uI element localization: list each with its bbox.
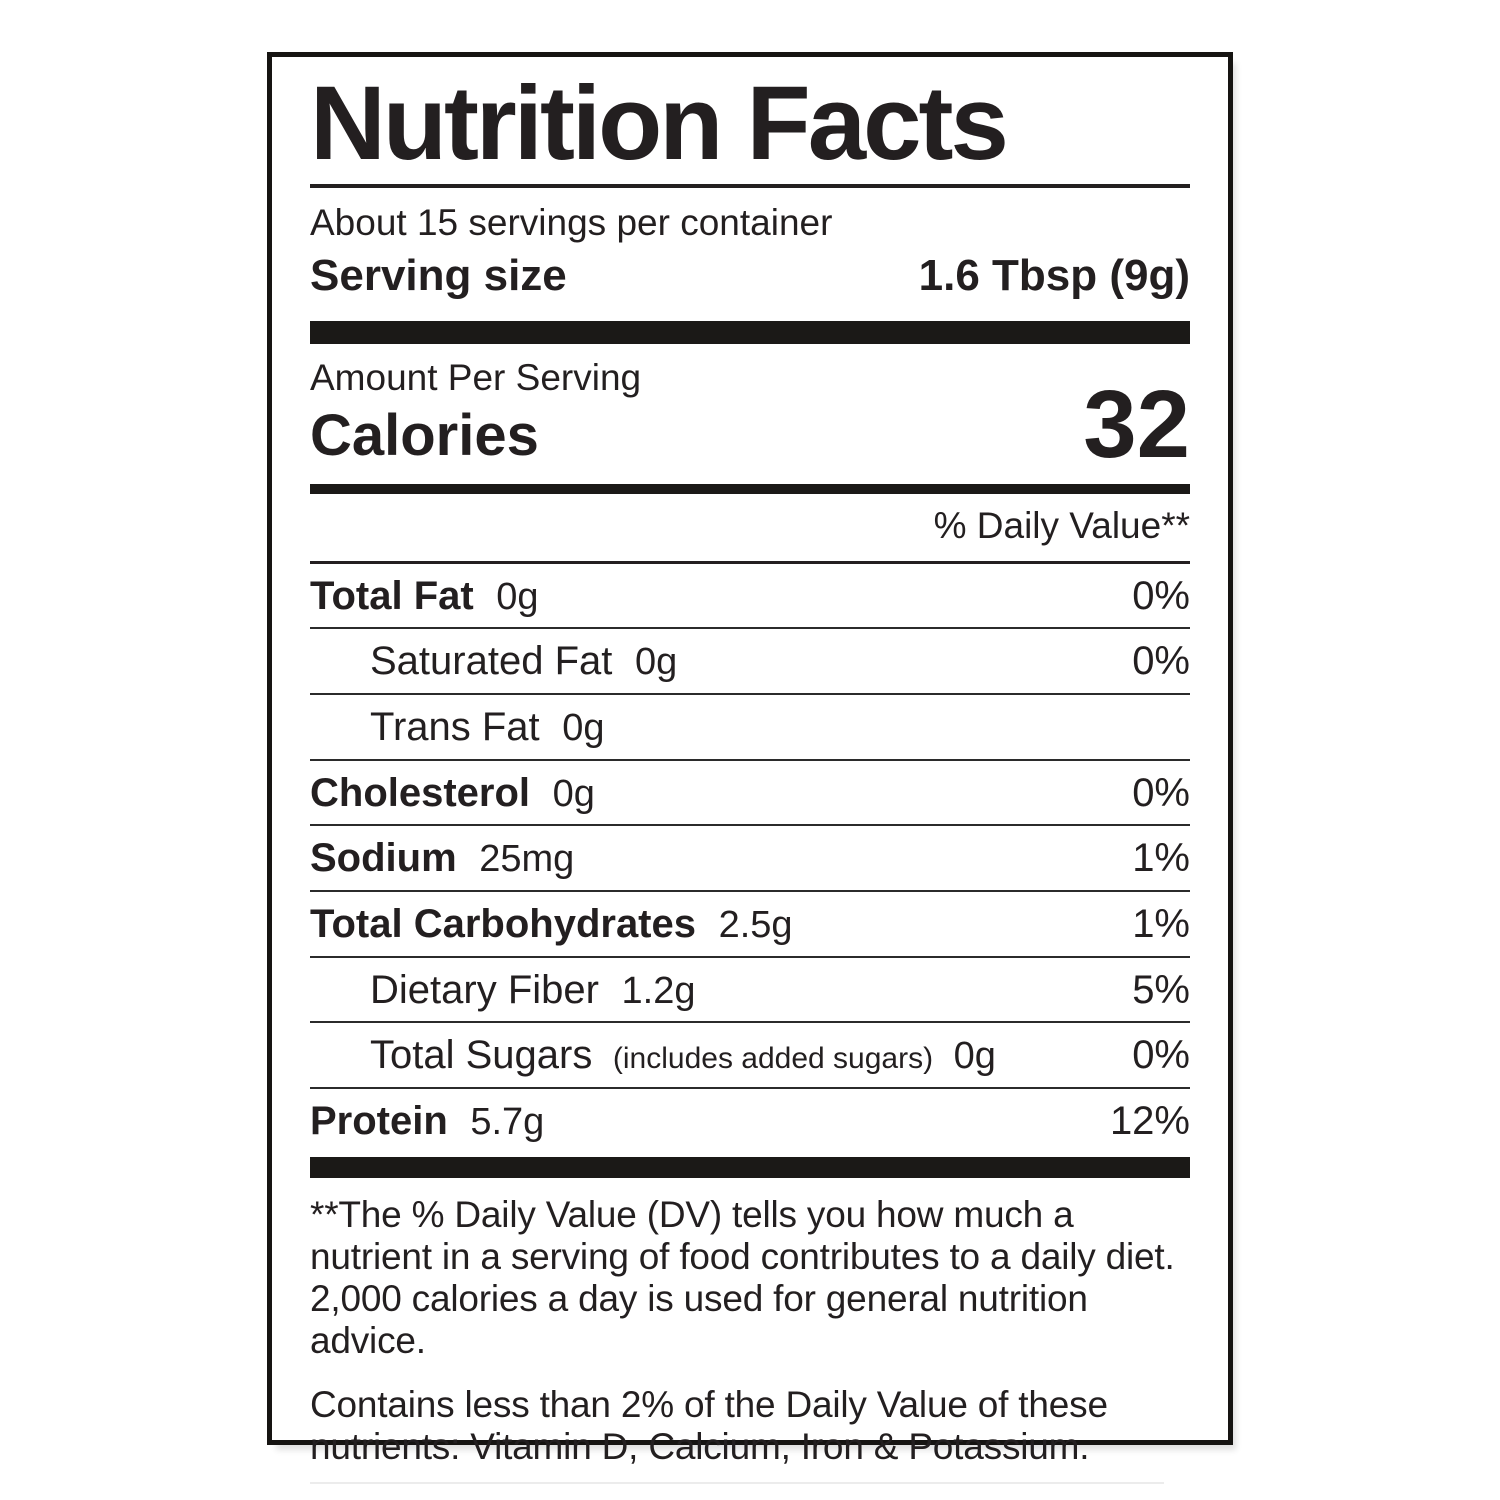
nutrition-facts-label: Nutrition Facts About 15 servings per co… xyxy=(267,52,1233,1484)
nutrient-daily-value: 12% xyxy=(1109,1099,1190,1144)
calories-label: Calories xyxy=(310,402,539,468)
nutrient-daily-value: 0% xyxy=(1132,770,1190,815)
nutrient-daily-value: 5% xyxy=(1132,967,1190,1012)
nutrient-name: Total Fat xyxy=(310,573,474,618)
nutrient-daily-value: 0% xyxy=(1132,573,1190,618)
section-bar-top xyxy=(310,321,1190,345)
nutrient-row-total-fat: Total Fat 0g 0% xyxy=(310,564,1190,630)
nutrient-row-saturated-fat: Saturated Fat 0g 0% xyxy=(310,629,1190,695)
servings-per-container: About 15 servings per container xyxy=(310,202,833,243)
serving-size-label: Serving size xyxy=(310,250,567,300)
nutrition-facts-title: Nutrition Facts xyxy=(310,65,1009,182)
nutrient-text: Dietary Fiber 1.2g xyxy=(370,967,695,1014)
section-bar-bottom xyxy=(310,1156,1190,1178)
serving-size-value: 1.6 Tbsp (9g) xyxy=(918,250,1190,300)
calories-divider-bar xyxy=(310,484,1190,495)
nutrient-amount: 0g xyxy=(496,575,539,618)
nutrient-text: Protein 5.7g xyxy=(310,1098,544,1145)
nutrient-text: Sodium 25mg xyxy=(310,835,574,882)
nutrient-text: Cholesterol 0g xyxy=(310,770,595,817)
nutrient-note: (includes added sugars) xyxy=(612,1042,934,1076)
nutrient-amount: 0g xyxy=(634,641,678,684)
nutrient-row-dietary-fiber: Dietary Fiber 1.2g 5% xyxy=(310,958,1190,1024)
bottom-faint-divider xyxy=(310,1481,1164,1484)
nutrient-name: Cholesterol xyxy=(310,770,531,815)
nutrient-name: Dietary Fiber xyxy=(370,967,599,1012)
nutrient-text: Total Sugars (includes added sugars) 0g xyxy=(370,1032,996,1079)
nutrient-row-cholesterol: Cholesterol 0g 0% xyxy=(310,761,1190,827)
daily-value-divider xyxy=(310,560,1190,564)
nutrient-name: Protein xyxy=(310,1099,448,1144)
calories-left-column: Amount Per Serving Calories xyxy=(310,356,641,470)
nutrient-text: Trans Fat 0g xyxy=(370,704,605,751)
daily-value-header: % Daily Value** xyxy=(933,505,1190,547)
nutrient-amount: 2.5g xyxy=(718,903,793,946)
nutrient-name: Total Carbohydrates xyxy=(310,901,696,946)
nutrient-row-total-carbohydrates: Total Carbohydrates 2.5g 1% xyxy=(310,892,1190,958)
nutrient-row-protein: Protein 5.7g 12% xyxy=(310,1089,1190,1157)
serving-size-row: Serving size 1.6 Tbsp (9g) xyxy=(310,251,1190,302)
nutrient-daily-value: 1% xyxy=(1132,836,1190,881)
nutrient-text: Total Fat 0g xyxy=(310,573,539,620)
title-divider xyxy=(310,184,1190,188)
nutrient-amount: 5.7g xyxy=(470,1101,545,1144)
nutrient-name: Sodium xyxy=(310,836,457,881)
nutrient-daily-value: 1% xyxy=(1132,901,1190,946)
nutrient-row-trans-fat: Trans Fat 0g xyxy=(310,695,1190,761)
nutrient-amount: 25mg xyxy=(479,838,575,881)
nutrient-amount: 1.2g xyxy=(621,969,696,1012)
nutrient-text: Saturated Fat 0g xyxy=(370,638,677,685)
nutrient-amount: 0g xyxy=(953,1035,996,1078)
nutrient-row-sodium: Sodium 25mg 1% xyxy=(310,826,1190,892)
nutrient-amount: 0g xyxy=(552,772,595,815)
contains-footnote: Contains less than 2% of the Daily Value… xyxy=(310,1383,1108,1467)
nutrient-daily-value: 0% xyxy=(1132,1033,1190,1078)
amount-per-serving-label: Amount Per Serving xyxy=(310,357,642,399)
nutrient-name: Total Sugars xyxy=(370,1033,593,1078)
nutrient-daily-value: 0% xyxy=(1132,639,1190,684)
nutrient-text: Total Carbohydrates 2.5g xyxy=(310,901,793,948)
nutrient-name: Saturated Fat xyxy=(370,639,613,684)
nutrient-row-total-sugars: Total Sugars (includes added sugars) 0g … xyxy=(310,1023,1190,1090)
daily-value-footnote: **The % Daily Value (DV) tells you how m… xyxy=(310,1193,1175,1361)
calories-value: 32 xyxy=(1083,370,1190,478)
nutrient-name: Trans Fat xyxy=(370,704,540,749)
nutrient-amount: 0g xyxy=(562,706,605,749)
calories-section: Amount Per Serving Calories 32 xyxy=(310,356,1190,478)
footnotes-section: **The % Daily Value (DV) tells you how m… xyxy=(310,1194,1190,1468)
